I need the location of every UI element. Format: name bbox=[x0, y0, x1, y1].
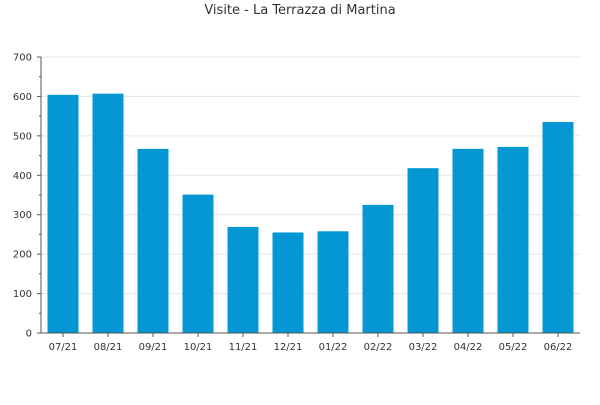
bar bbox=[227, 226, 259, 333]
axes bbox=[37, 56, 580, 337]
x-tick-label: 10/21 bbox=[184, 342, 213, 353]
bar bbox=[407, 168, 439, 333]
y-tick-label: 400 bbox=[13, 171, 32, 182]
bar bbox=[542, 122, 574, 333]
bars bbox=[47, 93, 574, 333]
x-tick-label: 09/21 bbox=[139, 342, 168, 353]
x-tick-label: 05/22 bbox=[499, 342, 528, 353]
grid-lines bbox=[41, 56, 580, 295]
y-tick-label: 100 bbox=[13, 289, 32, 300]
y-tick-labels: 0 100 200 300 400 500 600 700 bbox=[13, 53, 32, 340]
x-tick-label: 08/21 bbox=[94, 342, 123, 353]
x-tick-label: 01/22 bbox=[319, 342, 348, 353]
x-tick-label: 06/22 bbox=[544, 342, 573, 353]
x-tick-label: 07/21 bbox=[49, 342, 78, 353]
bar bbox=[317, 231, 349, 333]
bar bbox=[92, 93, 124, 333]
bar bbox=[272, 232, 304, 333]
x-tick-labels: 07/21 08/21 09/21 10/21 11/21 12/21 01/22 02/22… bbox=[49, 342, 573, 353]
x-tick-label: 12/21 bbox=[274, 342, 303, 353]
x-tick-label: 04/22 bbox=[454, 342, 483, 353]
x-tick-label: 02/22 bbox=[364, 342, 393, 353]
y-tick-label: 700 bbox=[13, 53, 32, 64]
y-tick-label: 0 bbox=[26, 329, 32, 340]
y-tick-label: 500 bbox=[13, 131, 32, 142]
chart-title: Visite - La Terrazza di Martina bbox=[204, 3, 396, 18]
bar bbox=[452, 148, 484, 333]
bar bbox=[362, 204, 394, 333]
bar bbox=[137, 148, 169, 333]
bar bbox=[182, 194, 214, 333]
bar bbox=[47, 94, 79, 333]
y-tick-label: 300 bbox=[13, 210, 32, 221]
x-tick-label: 11/21 bbox=[229, 342, 258, 353]
y-tick-label: 600 bbox=[13, 92, 32, 103]
y-tick-label: 200 bbox=[13, 250, 32, 261]
x-tick-label: 03/22 bbox=[409, 342, 438, 353]
bar bbox=[497, 146, 529, 333]
